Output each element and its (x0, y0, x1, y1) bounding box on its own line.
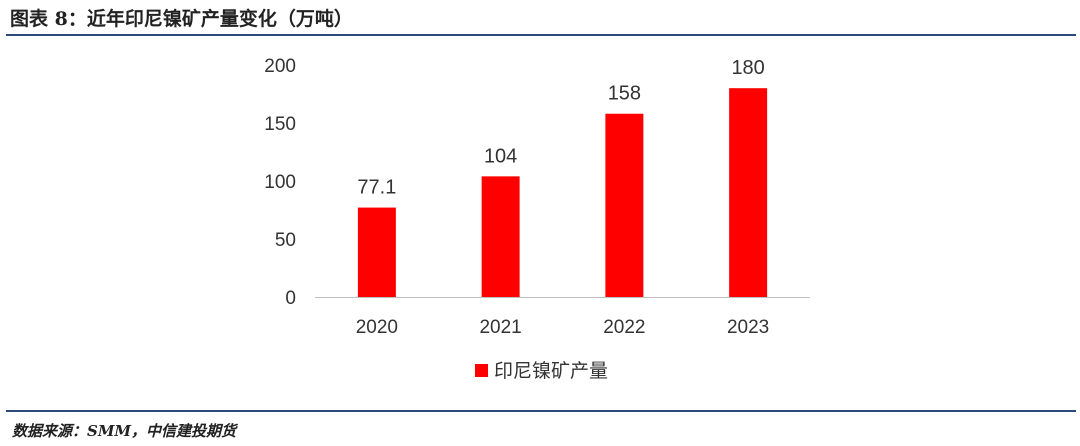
data-label: 158 (608, 83, 641, 105)
y-tick-label: 50 (275, 230, 296, 251)
data-label: 104 (484, 145, 517, 167)
bar (357, 207, 396, 297)
bar (729, 88, 768, 297)
legend-label: 印尼镍矿产量 (494, 360, 608, 382)
data-label: 180 (731, 57, 764, 79)
x-tick-label: 2021 (479, 317, 521, 338)
source-note: 数据来源：SMM，中信建投期货 (12, 422, 237, 440)
data-label: 77.1 (357, 177, 396, 199)
y-tick-label: 0 (285, 288, 296, 309)
y-tick-label: 150 (264, 114, 296, 135)
x-tick-label: 2020 (356, 317, 398, 338)
bar (481, 176, 520, 297)
y-tick-label: 200 (264, 56, 296, 77)
x-tick-label: 2023 (727, 317, 769, 338)
header-divider (6, 34, 1076, 36)
legend-swatch (475, 364, 488, 377)
page-title: 图表 8：近年印尼镍矿产量变化（万吨） (10, 8, 353, 30)
y-tick-label: 100 (264, 172, 296, 193)
bar (605, 113, 644, 297)
footer-divider (6, 410, 1076, 412)
x-tick-label: 2022 (603, 317, 645, 338)
